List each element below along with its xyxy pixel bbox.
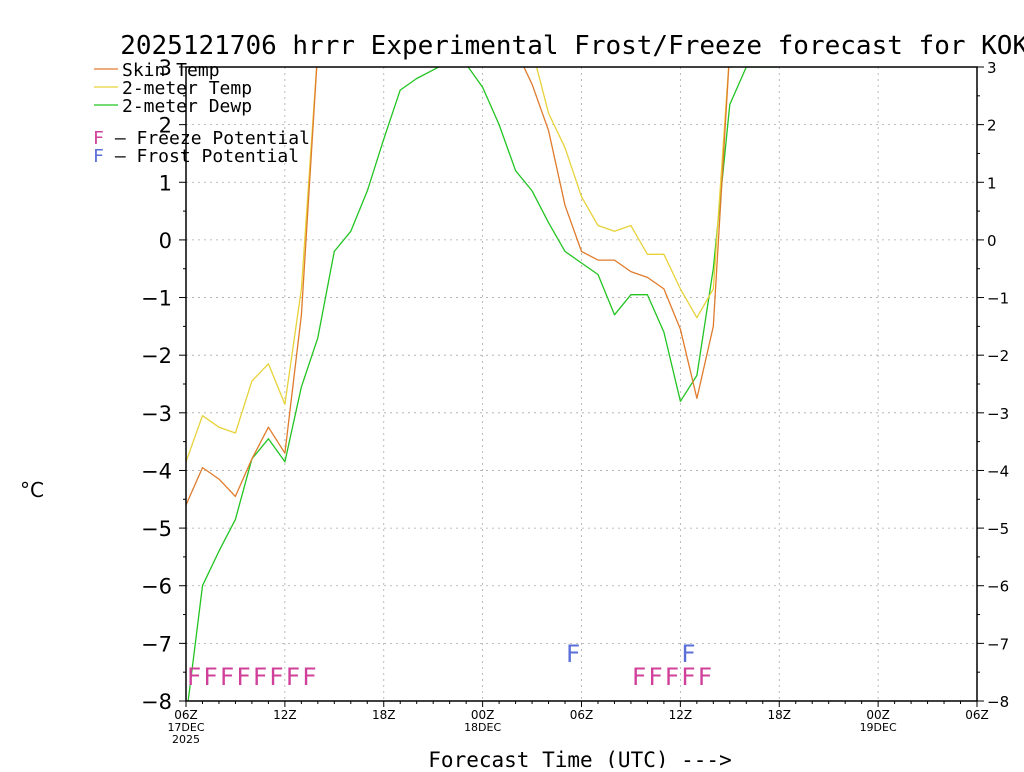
y-tick-label-right: −6: [987, 578, 1009, 596]
freeze-flag: F: [286, 663, 300, 691]
legend-frost-label: – Frost Potential: [104, 146, 299, 167]
legend-freeze-letter: F: [93, 128, 104, 149]
y-tick-label-left: 1: [159, 171, 172, 195]
y-tick-label-right: −2: [987, 347, 1009, 365]
legend-label-2m-dewp: 2-meter Dewp: [122, 96, 252, 117]
freeze-flag: F: [187, 663, 201, 691]
y-tick-label-right: 1: [987, 174, 997, 192]
x-tick-date-label: 17DEC: [167, 721, 204, 734]
freeze-flag: F: [648, 663, 662, 691]
y-tick-label-right: 2: [987, 117, 997, 135]
x-tick-label: 00Z: [866, 708, 890, 722]
grid-lines: [186, 67, 977, 701]
x-tick-label: 12Z: [273, 708, 297, 722]
x-tick-label: 18Z: [768, 708, 792, 722]
freeze-flag: F: [632, 663, 646, 691]
legend: Skin Temp 2-meter Temp 2-meter Dewp F – …: [93, 60, 310, 167]
series-line-skin-temp: [186, 67, 730, 506]
y-tick-label-left: −3: [141, 402, 172, 426]
x-tick-date-label: 18DEC: [464, 721, 501, 734]
freeze-flag: F: [269, 663, 283, 691]
x-tick-label: 06Z: [174, 708, 198, 722]
legend-frost-letter: F: [93, 146, 104, 167]
y-tick-label-right: −8: [987, 693, 1009, 711]
y-tick-label-left: −6: [141, 575, 172, 599]
y-tick-label-right: −7: [987, 635, 1009, 653]
legend-label-skin-temp: Skin Temp: [122, 60, 220, 81]
y-tick-label-left: 3: [159, 56, 172, 80]
frost-flag: F: [681, 640, 695, 668]
y-tick-label-left: 0: [159, 229, 172, 253]
plot-frame: [185, 66, 978, 702]
x-tick-date-label: 19DEC: [860, 721, 897, 734]
y-tick-label-right: 3: [987, 59, 997, 77]
freeze-flag: F: [698, 663, 712, 691]
series-layer: [186, 67, 780, 701]
x-tick-label: 06Z: [570, 708, 594, 722]
freeze-flag: F: [253, 663, 267, 691]
y-tick-label-left: −8: [141, 690, 172, 714]
y-axis-label: °C: [20, 478, 44, 502]
x-tick-label: 06Z: [965, 708, 989, 722]
y-tick-label-left: 2: [159, 114, 172, 138]
y-tick-label-right: 0: [987, 232, 997, 250]
y-tick-label-right: −1: [987, 290, 1009, 308]
y-tick-label-left: −4: [141, 459, 172, 483]
y-tick-label-left: −2: [141, 344, 172, 368]
freeze-flag: F: [220, 663, 234, 691]
x-axis-label: Forecast Time (UTC) --->: [428, 748, 731, 768]
freeze-flag: F: [681, 663, 695, 691]
x-tick-label: 00Z: [471, 708, 495, 722]
freeze-flag: F: [665, 663, 679, 691]
y-tick-label-right: −3: [987, 405, 1009, 423]
x-tick-year-label: 2025: [172, 733, 200, 746]
potential-flags: F F F F F F F F F F F F FF F: [187, 640, 712, 691]
series-line-2-meter-temp: [186, 67, 730, 463]
y-tick-label-right: −5: [987, 520, 1009, 538]
x-tick-label: 18Z: [372, 708, 396, 722]
y-tick-label-left: −1: [141, 287, 172, 311]
y-tick-label-right: −4: [987, 462, 1009, 480]
legend-label-2m-temp: 2-meter Temp: [122, 78, 252, 99]
freeze-flag: F: [236, 663, 250, 691]
freeze-flag: F: [302, 663, 316, 691]
frost-flag: F: [566, 640, 580, 668]
legend-freeze-label: – Freeze Potential: [104, 128, 310, 149]
axis-ticks: −8 −8 −7 −7 −6 −6 −5 −5 −4 −4 −3 −3 −2 −2 −1 −1 0 0 1 1 2 2 3 3…: [141, 56, 1009, 746]
freeze-flag: F: [203, 663, 217, 691]
x-tick-label: 12Z: [669, 708, 693, 722]
chart-title: 2025121706 hrrr Experimental Frost/Freez…: [120, 31, 1024, 61]
y-tick-label-left: −5: [141, 517, 172, 541]
series-line-2-meter-dewp: [187, 67, 780, 701]
y-tick-label-left: −7: [141, 632, 172, 656]
